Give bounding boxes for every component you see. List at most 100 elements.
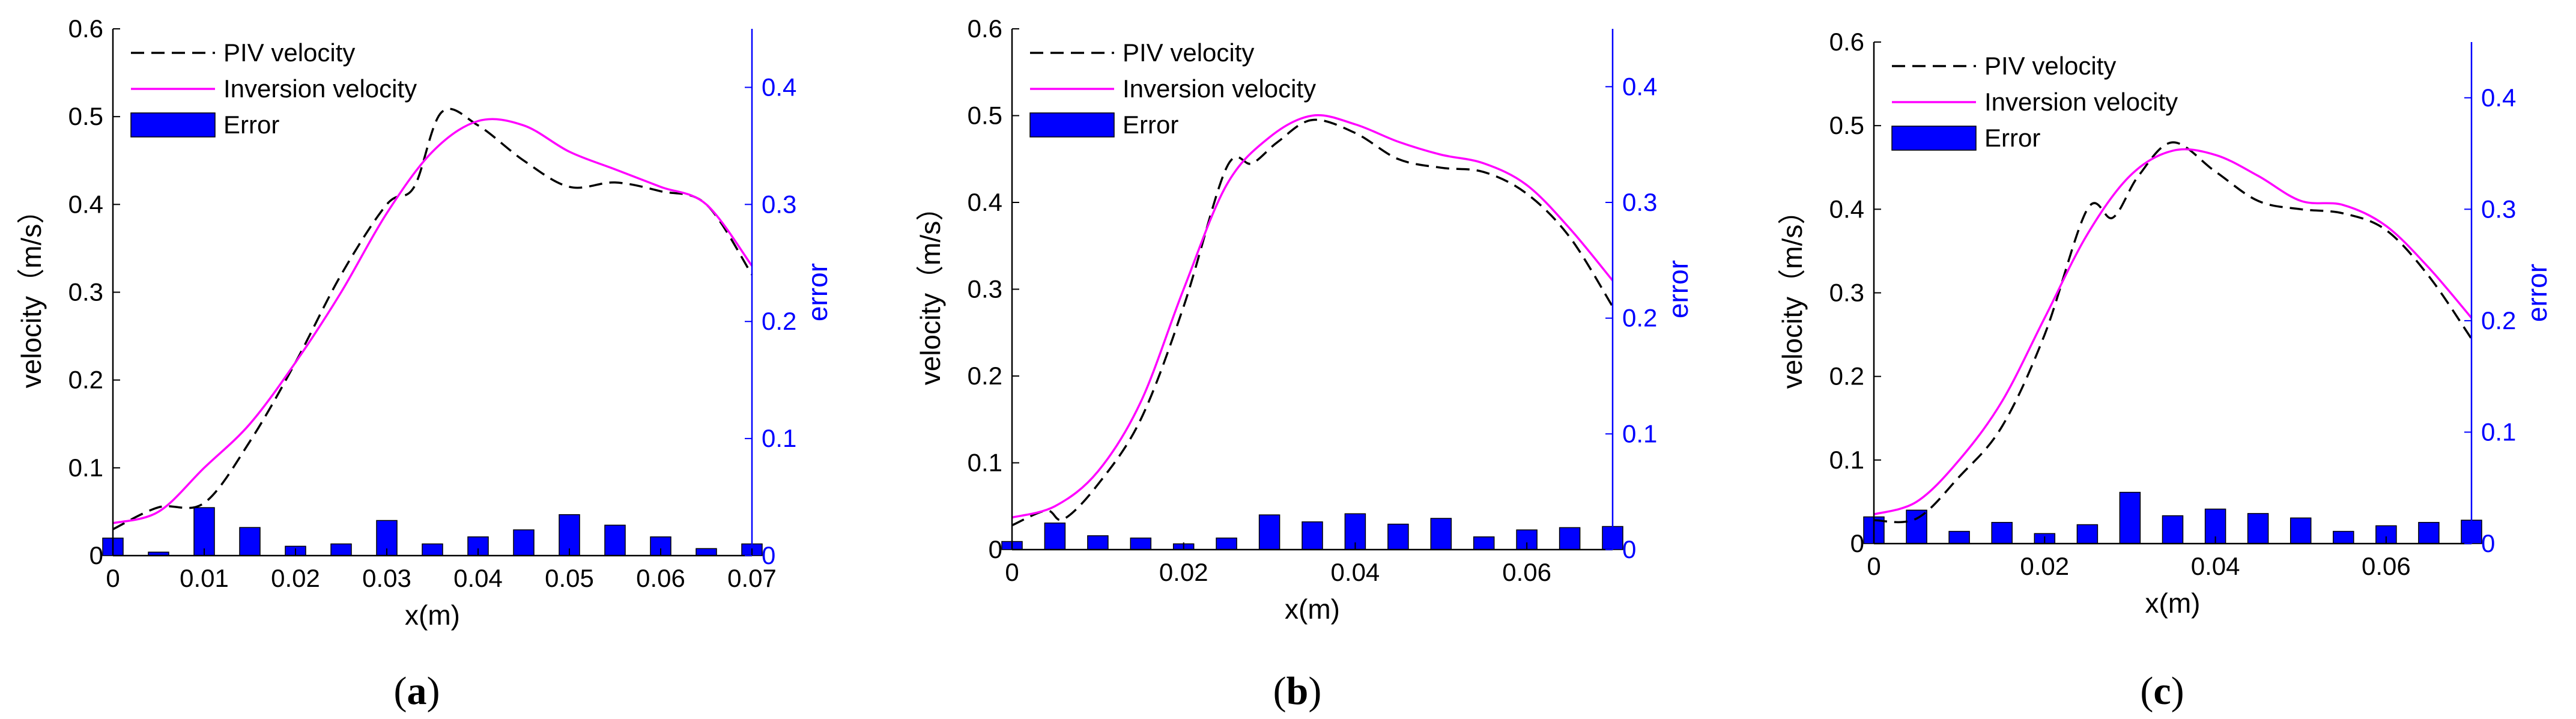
- error-bar: [2119, 491, 2141, 544]
- y-tick-label: 0.6: [968, 14, 1002, 43]
- piv-velocity-line: [112, 108, 753, 530]
- x-axis-label: x(m): [405, 599, 460, 631]
- right-y-axis-label: error: [2521, 264, 2553, 322]
- legend-label-inversion: Inversion velocity: [1123, 74, 1316, 103]
- error-bar: [2162, 515, 2184, 544]
- y-tick-label: 0: [1850, 529, 1864, 557]
- right-y-axis-label: error: [1662, 260, 1694, 318]
- legend-label-piv: PIV velocity: [1984, 52, 2116, 80]
- legend-label-piv: PIV velocity: [1123, 38, 1254, 67]
- y-tick-label: 0.3: [68, 278, 103, 306]
- y-tick-label: 0.5: [968, 102, 1002, 130]
- right-y-tick-label: 0: [1622, 535, 1636, 563]
- right-y-tick-label: 0.2: [1622, 304, 1657, 332]
- x-tick-label: 0.04: [2191, 552, 2240, 580]
- legend-label-error: Error: [1984, 124, 2040, 152]
- right-y-tick-label: 0.4: [2481, 83, 2516, 112]
- right-y-tick-label: 0.3: [1622, 188, 1657, 216]
- error-bar: [513, 529, 535, 556]
- inversion-velocity-line: [1011, 114, 1614, 519]
- x-tick-label: 0: [1867, 552, 1880, 580]
- inversion-velocity-line: [1873, 148, 2473, 515]
- error-bar: [1130, 537, 1152, 550]
- x-tick-label: 0.02: [2020, 552, 2069, 580]
- right-y-tick-label: 0: [2481, 529, 2495, 557]
- x-tick-label: 0.07: [727, 564, 777, 592]
- legend-swatch-error: [1029, 112, 1115, 138]
- y-tick-label: 0.3: [968, 275, 1002, 303]
- x-tick-label: 0: [106, 564, 120, 592]
- error-bar: [1044, 522, 1066, 550]
- legend-label-inversion: Inversion velocity: [1984, 88, 2178, 116]
- right-y-tick-label: 0.1: [2481, 417, 2516, 446]
- panel-label: (a): [394, 669, 440, 713]
- x-axis-label: x(m): [2145, 587, 2201, 619]
- y-tick-label: 0.4: [968, 188, 1002, 216]
- piv-velocity-line: [1011, 118, 1614, 527]
- y-tick-label: 0.6: [68, 14, 103, 43]
- error-bar: [1430, 518, 1452, 550]
- y-tick-label: 0.4: [1829, 195, 1864, 223]
- error-bar: [1473, 536, 1495, 550]
- right-y-axis-label: error: [802, 263, 833, 321]
- x-tick-label: 0.06: [2362, 552, 2411, 580]
- error-bar: [696, 548, 717, 556]
- right-y-tick-label: 0.2: [762, 307, 796, 335]
- y-tick-label: 0.4: [68, 190, 103, 218]
- panel-label-letter: a: [407, 669, 427, 713]
- error-bar: [330, 543, 352, 556]
- chart-panel-b: 0 0.02 0.04 0.06 0 0.1 0.2 0.3 0.4 0.5 0.6 0 0.1 0.2 0…: [915, 14, 1694, 713]
- x-tick-label: 0.06: [636, 564, 685, 592]
- legend-swatch-error: [130, 112, 216, 138]
- panel-label-letter: c: [2153, 669, 2171, 713]
- x-tick-label: 0.05: [545, 564, 594, 592]
- error-bar: [2247, 513, 2269, 544]
- x-tick-label: 0.04: [453, 564, 503, 592]
- error-bar: [604, 524, 626, 556]
- y-axis-label: velocity（m/s）: [1777, 197, 1808, 389]
- error-bar: [1302, 521, 1323, 550]
- right-y-tick-label: 0.3: [2481, 195, 2516, 223]
- y-tick-label: 0.3: [1829, 279, 1864, 307]
- legend-label-error: Error: [223, 111, 279, 139]
- y-tick-label: 0.1: [1829, 446, 1864, 474]
- chart-panel-a: 0 0.01 0.02 0.03 0.04 0.05 0.06 0.0700.10.20.30…: [16, 14, 833, 713]
- legend-label-error: Error: [1123, 111, 1178, 139]
- x-tick-label: 0.06: [1502, 558, 1551, 586]
- error-bar: [1087, 535, 1109, 550]
- panel-label: (c): [2140, 669, 2184, 713]
- x-tick-label: 0.04: [1331, 558, 1380, 586]
- error-bar: [1216, 537, 1237, 550]
- legend-label-piv: PIV velocity: [223, 38, 355, 67]
- panel-label-close: ): [1308, 669, 1321, 713]
- legend-label-inversion: Inversion velocity: [223, 74, 417, 103]
- panel-label-close: ): [2171, 669, 2184, 713]
- y-tick-label: 0.2: [1829, 362, 1864, 390]
- piv-velocity-line: [1873, 141, 2473, 523]
- panel-label-letter: b: [1286, 669, 1309, 713]
- right-y-tick-label: 0.1: [762, 424, 796, 452]
- right-y-tick-label: 0.2: [2481, 306, 2516, 335]
- x-axis-label: x(m): [1285, 593, 1340, 625]
- right-y-tick-label: 0.4: [762, 73, 796, 101]
- error-bar: [2333, 530, 2354, 544]
- right-y-tick-label: 0.4: [1622, 72, 1657, 100]
- error-bar: [1991, 521, 2013, 544]
- panel-label: (b): [1273, 669, 1322, 713]
- x-tick-label: 0.02: [1159, 558, 1208, 586]
- panel-label-open: (: [394, 669, 407, 713]
- panel-label-open: (: [2140, 669, 2153, 713]
- y-tick-label: 0: [989, 535, 1002, 563]
- x-tick-label: 0: [1005, 558, 1019, 586]
- y-tick-label: 0.1: [68, 454, 103, 482]
- inversion-velocity-line: [112, 118, 753, 524]
- y-tick-label: 0.1: [968, 449, 1002, 477]
- y-tick-label: 0.2: [68, 366, 103, 394]
- error-bar: [1258, 514, 1280, 550]
- y-tick-label: 0.5: [68, 102, 103, 130]
- panel-label-close: ): [427, 669, 440, 713]
- y-tick-label: 0.5: [1829, 111, 1864, 139]
- error-bar: [239, 527, 261, 556]
- legend-swatch-error: [1891, 126, 1977, 151]
